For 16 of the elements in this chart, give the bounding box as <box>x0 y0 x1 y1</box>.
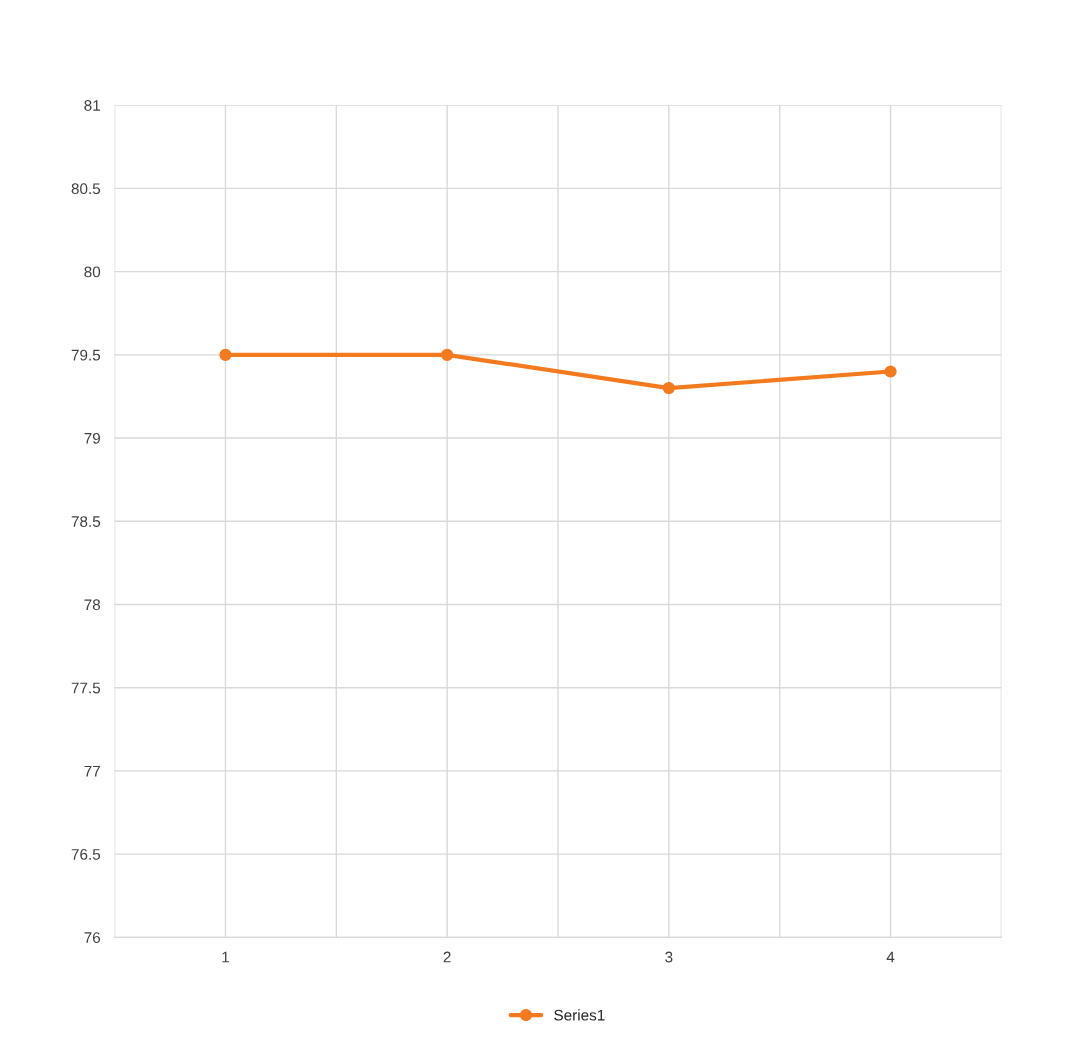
y-tick-label: 79.5 <box>71 349 101 361</box>
legend-label: Series1 <box>554 1009 605 1021</box>
x-tick-label: 2 <box>443 951 451 963</box>
y-tick-label: 77.5 <box>71 682 101 694</box>
y-tick-label: 76 <box>84 932 101 944</box>
y-tick-label: 78.5 <box>71 516 101 527</box>
y-tick-label: 80 <box>84 266 101 278</box>
y-tick-label: 76.5 <box>71 848 101 860</box>
x-tick-label: 4 <box>886 951 895 963</box>
x-tick-label: 1 <box>222 951 229 963</box>
y-tick-label: 80.5 <box>71 183 101 195</box>
y-tick-label: 79 <box>84 432 100 444</box>
x-tick-label: 3 <box>665 951 673 963</box>
y-tick-label: 77 <box>84 765 100 777</box>
y-tick-label: 78 <box>84 599 101 611</box>
y-tick-label: 81 <box>84 100 100 111</box>
